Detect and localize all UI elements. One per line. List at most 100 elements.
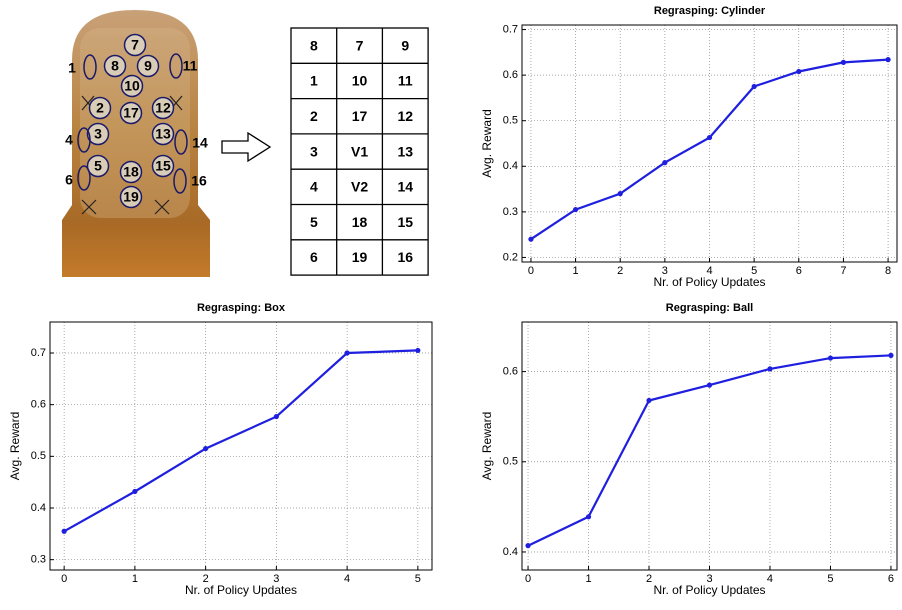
x-axis-label: Nr. of Policy Updates xyxy=(185,583,297,597)
point xyxy=(885,57,890,62)
table-cell: V2 xyxy=(351,179,368,195)
chart-title: Regrasping: Cylinder xyxy=(654,5,766,17)
table-cell: 15 xyxy=(397,214,413,230)
figure: 78910217123135181519111414616 8791101121… xyxy=(0,0,902,605)
x-tick-label: 5 xyxy=(415,573,421,585)
x-tick-label: 0 xyxy=(525,573,531,585)
point xyxy=(662,160,667,165)
sensor-label: 8 xyxy=(111,58,119,74)
x-axis-label: Nr. of Policy Updates xyxy=(653,275,765,289)
point xyxy=(274,414,279,419)
table-cell: V1 xyxy=(351,143,368,159)
point xyxy=(573,207,578,212)
x-tick-label: 1 xyxy=(573,265,579,277)
chart-title: Regrasping: Ball xyxy=(666,302,753,314)
table-cell: 14 xyxy=(397,179,413,195)
x-tick-label: 2 xyxy=(646,573,652,585)
table-cell: 1 xyxy=(310,73,318,89)
sensor-label: 16 xyxy=(191,173,207,189)
x-tick-label: 4 xyxy=(767,573,773,585)
x-tick-label: 7 xyxy=(840,265,846,277)
point xyxy=(646,398,651,403)
point xyxy=(528,237,533,242)
table-cell: 11 xyxy=(398,73,413,89)
chart-title: Regrasping: Box xyxy=(197,302,286,314)
point xyxy=(415,348,420,353)
table-cell: 10 xyxy=(352,73,368,89)
sensor-label: 11 xyxy=(183,58,198,74)
table-cell: 4 xyxy=(310,179,318,195)
point xyxy=(132,489,137,494)
y-axis-label: Avg. Reward xyxy=(480,412,494,480)
table-cell: 19 xyxy=(352,249,368,265)
sensor-label: 5 xyxy=(94,158,102,174)
table-cell: 17 xyxy=(352,108,368,124)
point xyxy=(62,529,67,534)
arrow xyxy=(222,133,270,161)
y-tick-label: 0.7 xyxy=(31,347,46,359)
sensor-label: 17 xyxy=(123,105,139,121)
table-cell: 18 xyxy=(352,214,368,230)
sensor-label: 15 xyxy=(155,158,171,174)
y-tick-label: 0.4 xyxy=(31,502,46,514)
sensor-label: 13 xyxy=(155,126,171,142)
sensor-label: 2 xyxy=(96,100,104,116)
x-tick-label: 0 xyxy=(61,573,67,585)
x-tick-label: 6 xyxy=(888,573,894,585)
table-cell: 2 xyxy=(310,108,318,124)
sensor-label: 3 xyxy=(94,126,102,142)
plot-area xyxy=(50,322,432,570)
table-cell: 12 xyxy=(397,108,413,124)
table-cell: 6 xyxy=(310,249,318,265)
sensor-label: 1 xyxy=(68,60,76,76)
y-axis-label: Avg. Reward xyxy=(8,412,22,480)
sensor-label: 7 xyxy=(131,37,139,53)
y-tick-label: 0.6 xyxy=(503,69,518,81)
sensor-label: 10 xyxy=(124,78,140,94)
x-tick-label: 4 xyxy=(344,573,350,585)
y-tick-label: 0.5 xyxy=(503,456,518,468)
table-cell: 13 xyxy=(397,143,413,159)
y-tick-label: 0.2 xyxy=(503,251,518,263)
point xyxy=(707,135,712,140)
y-tick-label: 0.6 xyxy=(31,399,46,411)
sensor-label: 18 xyxy=(123,164,139,180)
table-cell: 3 xyxy=(310,143,318,159)
x-tick-label: 5 xyxy=(827,573,833,585)
point xyxy=(752,84,757,89)
point xyxy=(828,355,833,360)
sensor-label: 19 xyxy=(123,189,139,205)
y-axis-label: Avg. Reward xyxy=(480,109,494,177)
y-tick-label: 0.5 xyxy=(503,115,518,127)
sensor-label: 6 xyxy=(65,172,73,188)
y-tick-label: 0.5 xyxy=(31,450,46,462)
chart: 0.20.30.40.50.60.7012345678Regrasping: C… xyxy=(480,5,897,289)
table-cell: 7 xyxy=(356,37,364,53)
point xyxy=(796,69,801,74)
point xyxy=(767,366,772,371)
x-tick-label: 2 xyxy=(617,265,623,277)
table-cell: 9 xyxy=(401,37,409,53)
y-tick-label: 0.4 xyxy=(503,160,518,172)
point xyxy=(203,446,208,451)
point xyxy=(888,353,893,358)
sensor-label: 9 xyxy=(144,58,152,74)
y-tick-label: 0.6 xyxy=(503,366,518,378)
y-tick-label: 0.7 xyxy=(503,23,518,35)
x-tick-label: 1 xyxy=(132,573,138,585)
x-tick-label: 0 xyxy=(528,265,534,277)
table-cell: 5 xyxy=(310,214,318,230)
point xyxy=(841,60,846,65)
table-cell: 16 xyxy=(397,249,413,265)
x-tick-label: 8 xyxy=(885,265,891,277)
point xyxy=(345,350,350,355)
y-tick-label: 0.3 xyxy=(31,554,46,566)
point xyxy=(618,191,623,196)
sensor-label: 12 xyxy=(155,100,171,116)
y-tick-label: 0.3 xyxy=(503,206,518,218)
point xyxy=(525,543,530,548)
point xyxy=(586,514,591,519)
